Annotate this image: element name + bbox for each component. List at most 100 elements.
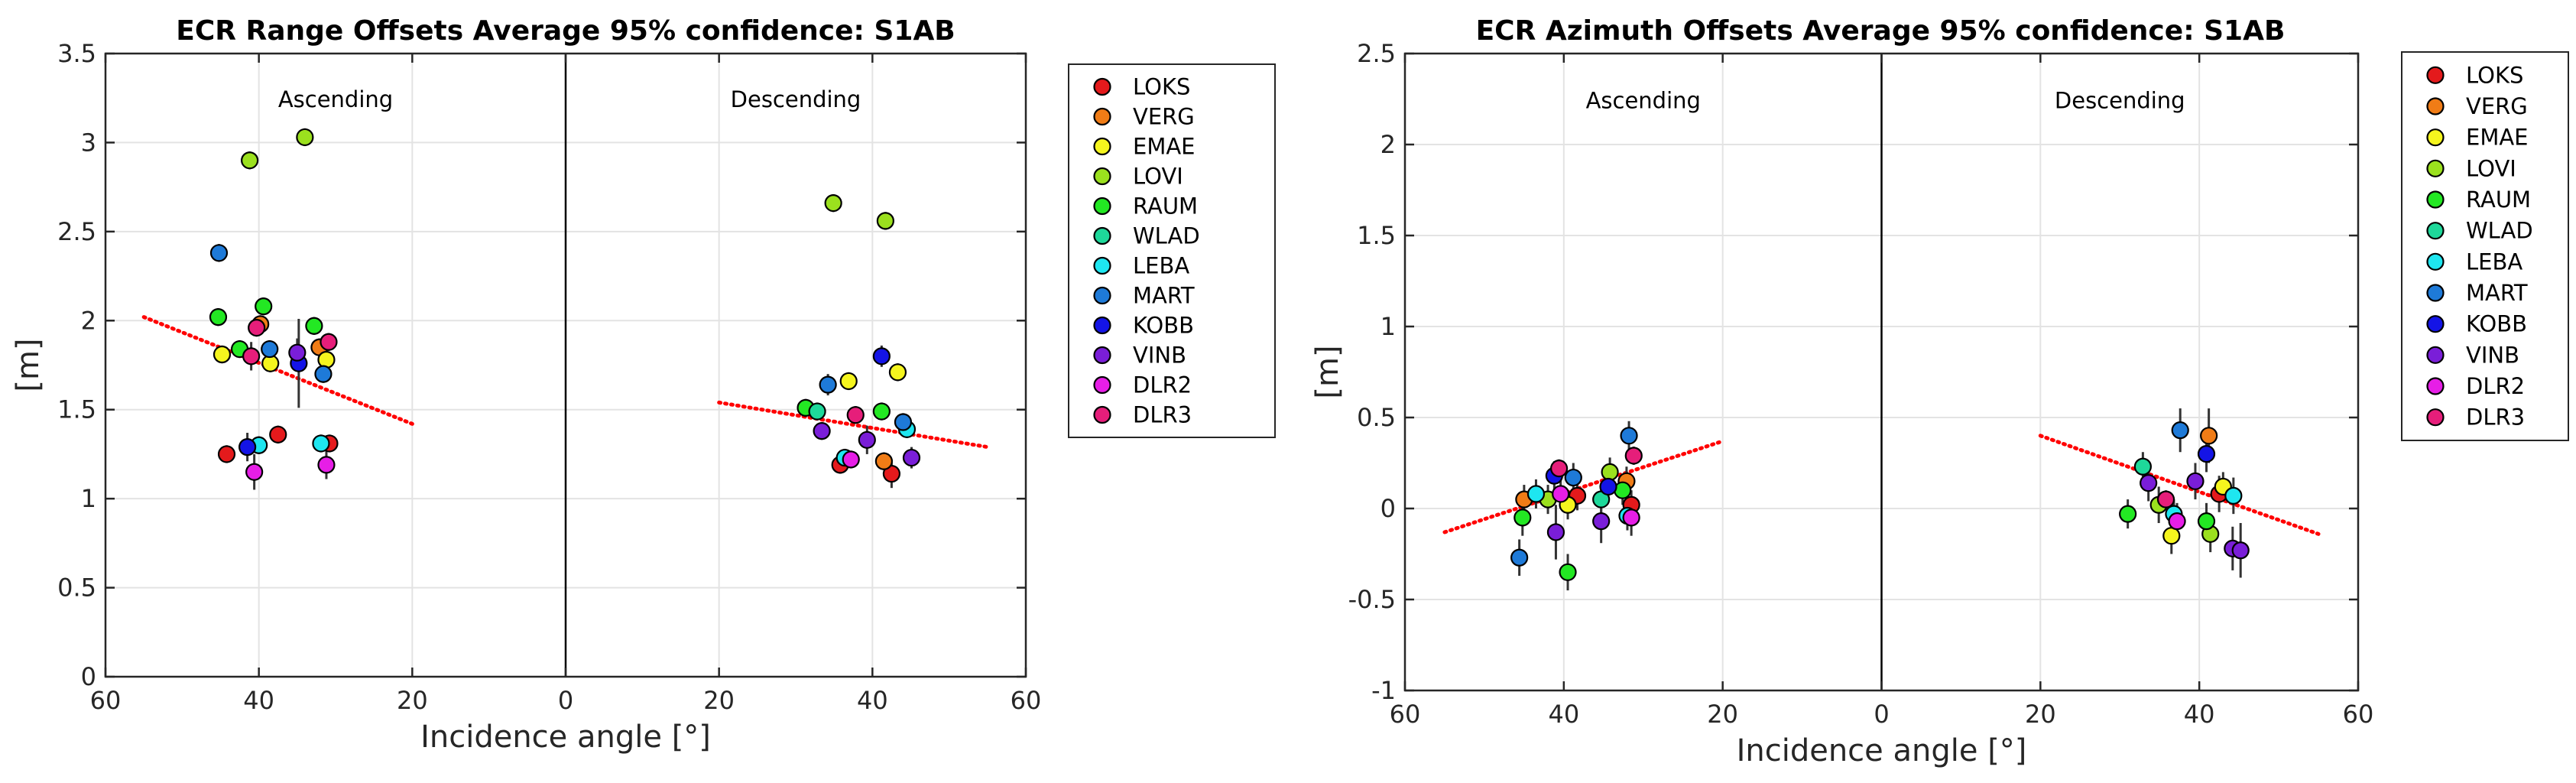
azimuth-offsets-chart: 60 40 20 0 20 40 60-1-0.500.511.522.5Incidence… [1310, 15, 2569, 768]
data-point-dlr2 [2168, 512, 2186, 531]
y-tick-label: 2.5 [57, 217, 96, 246]
y-tick-label: 1 [81, 484, 96, 513]
data-point-dlr3 [2156, 490, 2175, 508]
trend-line [2038, 434, 2321, 536]
data-point-dlr2 [1552, 485, 1570, 503]
x-tick-label: 0 [1874, 700, 1889, 729]
section-annotation: Descending [731, 86, 861, 112]
legend-marker [1093, 316, 1111, 335]
legend-marker [1093, 167, 1111, 186]
data-point-vinb [813, 422, 831, 440]
x-tick-label: 0 [558, 686, 573, 715]
data-point-raum [1513, 508, 1532, 527]
data-point-lovi [296, 128, 314, 147]
data-point-kobb [2197, 444, 2216, 463]
legend-marker [2426, 190, 2445, 209]
trend-line [141, 315, 414, 426]
y-tick-label: 0.5 [1357, 403, 1396, 432]
data-point-verg [874, 452, 893, 470]
data-point-verg [2200, 427, 2218, 445]
legend-label: KOBB [1133, 313, 1194, 339]
legend-marker [2426, 97, 2445, 115]
y-tick-label: 1.5 [57, 395, 96, 424]
legend-label: DLR3 [1133, 402, 1192, 428]
legend-label: MART [2466, 280, 2528, 306]
y-tick-label: 2 [1380, 130, 1396, 159]
legend-marker [1093, 197, 1111, 216]
data-point-mart [819, 375, 837, 394]
data-point-raum [872, 402, 891, 421]
legend-label: VINB [1133, 343, 1186, 369]
x-tick-label: 40 [2184, 700, 2215, 729]
x-tick-label: 20 [2025, 700, 2056, 729]
legend-marker [1093, 226, 1111, 245]
legend-label: VINB [2466, 342, 2519, 368]
data-point-dlr3 [242, 347, 261, 366]
x-tick-label: 60 [90, 686, 122, 715]
legend-label: DLR2 [1133, 372, 1192, 398]
x-tick-label: 20 [1707, 700, 1738, 729]
legend-marker [1093, 405, 1111, 424]
data-point-raum [305, 317, 323, 335]
data-point-emae [839, 372, 858, 391]
data-point-emae [317, 350, 336, 369]
legend-marker [2426, 346, 2445, 364]
y-tick-label: 3 [81, 128, 96, 157]
legend-marker [1093, 375, 1111, 395]
data-point-vinb [858, 430, 876, 449]
data-point-mart [1620, 427, 1638, 445]
y-tick-label: 2 [81, 306, 96, 335]
data-point-vinb [288, 343, 307, 362]
data-point-leba [312, 434, 330, 453]
legend-label: WLAD [2466, 218, 2533, 244]
data-point-lovi [241, 151, 259, 170]
x-tick-label: 40 [1548, 700, 1579, 729]
data-point-lovi [876, 212, 894, 230]
data-point-mart [209, 244, 229, 262]
y-tick-label: -1 [1371, 676, 1396, 705]
data-point-dlr2 [245, 463, 264, 481]
data-point-leba [2224, 486, 2243, 505]
x-tick-label: 60 [2343, 700, 2374, 729]
data-point-dlr2 [842, 450, 860, 469]
legend-label: LOKS [1133, 74, 1190, 100]
legend-label: WLAD [1133, 223, 1200, 249]
y-tick-label: 3.5 [57, 39, 96, 68]
y-tick-label: -0.5 [1348, 585, 1396, 614]
x-axis-label: Incidence angle [°] [1737, 733, 2027, 768]
legend-label: EMAE [1133, 134, 1196, 160]
data-point-loks [269, 425, 287, 443]
data-point-dlr3 [846, 406, 865, 424]
legend-marker [1093, 77, 1111, 96]
legend-box [1068, 63, 1276, 438]
data-point-vinb [1546, 523, 1565, 541]
y-tick-label: 1.5 [1357, 221, 1396, 250]
x-tick-label: 40 [857, 686, 888, 715]
legend-label: LOKS [2466, 62, 2523, 88]
data-point-raum [255, 297, 273, 316]
data-point-vinb [902, 448, 921, 467]
data-point-mart [314, 365, 333, 383]
y-tick-label: 0 [81, 662, 96, 691]
data-point-mart [894, 413, 913, 431]
legend-marker [1093, 107, 1111, 126]
legend-label: VERG [1133, 104, 1195, 130]
data-point-dlr2 [1622, 508, 1640, 527]
data-point-mart [1564, 468, 1582, 487]
legend-marker [2426, 128, 2445, 147]
data-point-lovi [824, 194, 842, 213]
y-axis-label: [m] [11, 338, 46, 392]
data-point-leba [1526, 485, 1546, 503]
data-point-kobb [872, 347, 891, 366]
legend-label: VERG [2466, 93, 2528, 119]
legend-label: DLR2 [2466, 373, 2525, 399]
data-point-mart [261, 340, 279, 359]
legend-marker [2426, 66, 2445, 84]
data-point-kobb [238, 438, 257, 456]
legend-label: RAUM [2466, 187, 2531, 213]
data-point-vinb [2140, 474, 2158, 492]
data-point-mart [2171, 421, 2189, 440]
x-axis-label: Incidence angle [°] [420, 720, 711, 755]
